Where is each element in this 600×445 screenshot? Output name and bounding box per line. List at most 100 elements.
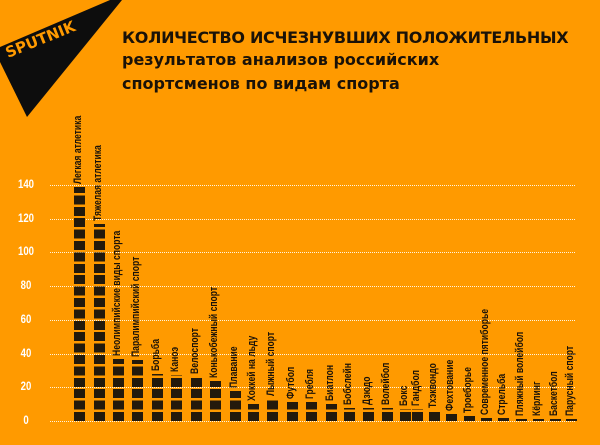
bar (229, 390, 241, 421)
bar-label: Волейбол (380, 350, 392, 404)
bar-label-text: Бобслейн (342, 362, 354, 405)
bar-label-text: Стрельба (496, 373, 508, 415)
gridline (50, 252, 575, 254)
bar-label-text: Дзюдо (361, 376, 373, 405)
bar-label-text: Тхэквондо (427, 362, 439, 408)
bar (305, 402, 317, 421)
bar (247, 404, 259, 421)
bar (362, 407, 374, 421)
bar-label: Каноэ (169, 340, 181, 372)
bar (73, 186, 85, 421)
bar (480, 417, 492, 421)
bar-label-text: Троеборье (462, 367, 474, 413)
bar-label-text: Каноэ (169, 347, 181, 373)
bar (151, 373, 163, 421)
bar-label: Лыжный спорт (265, 314, 277, 396)
bar-label: Бобслейн (342, 351, 354, 405)
bar-label: Легкая атлетика (72, 96, 84, 183)
bar-label: Современное пятиборье (479, 279, 491, 415)
bar-label: Борьба (150, 330, 162, 371)
title-line-3: спортсменов по видам спорта (122, 74, 400, 93)
bar (399, 409, 411, 421)
bar-label: Пляжный волейбол (514, 308, 526, 416)
bar-label: Фехтование (444, 346, 456, 412)
bar (325, 404, 337, 421)
bar-label-text: Борьба (150, 338, 162, 371)
title-line-2: результатов анализов российских (122, 50, 440, 69)
y-tick-label: 60 (20, 311, 32, 326)
bar-label: Баскетбол (548, 359, 560, 417)
bar-label: Биатлон (324, 355, 336, 401)
bar-label-text: Паралимпийский спорт (130, 257, 142, 358)
bar-label-text: Хоккей на льду (246, 335, 258, 402)
gridline (50, 353, 575, 355)
gridline (50, 218, 575, 220)
title-line-1: КОЛИЧЕСТВО ИСЧЕЗНУВШИХ ПОЛОЖИТЕЛЬНЫХ (122, 28, 569, 47)
bar (381, 407, 393, 421)
bar-label-text: Конькобежный спорт (208, 286, 220, 378)
bar (463, 415, 475, 421)
bar-label: Велоспорт (189, 315, 201, 374)
gridline (50, 286, 575, 288)
bar-label: Тхэквондо (427, 350, 439, 408)
bar (286, 402, 298, 421)
bar-label: Бокс (398, 380, 410, 406)
gridline (50, 319, 575, 321)
bar (549, 419, 561, 422)
bar-label-text: Гандбол (410, 370, 422, 407)
bar (565, 419, 577, 422)
bar-label: Паралимпийский спорт (130, 229, 142, 358)
bar (131, 360, 143, 421)
bar-label: Троеборье (462, 354, 474, 413)
y-tick-label: 80 (20, 278, 32, 293)
bar (209, 380, 221, 421)
bar-label: Неолимпийские виды спорта (111, 195, 123, 356)
bar-label: Гандбол (410, 360, 422, 406)
bar (445, 414, 457, 421)
bar-label-text: Пляжный волейбол (514, 332, 526, 417)
bar (343, 407, 355, 421)
gridline (50, 421, 575, 422)
bar-label-text: Тяжелая атлетика (92, 144, 104, 221)
bar-label: Дзюдо (361, 368, 373, 405)
bar-label: Парусный спорт (564, 326, 576, 416)
y-tick-label: 20 (20, 379, 32, 394)
bar-label: Хоккей на льду (246, 317, 258, 401)
bar-label-text: Гребля (304, 369, 316, 400)
bar-label: Футбол (285, 358, 297, 399)
bar (170, 375, 182, 421)
bar-label-text: Биатлон (324, 365, 336, 402)
gridline (50, 185, 575, 186)
bar-label-text: Футбол (285, 367, 297, 400)
bar-label-text: Волейбол (380, 362, 392, 405)
bar (93, 223, 105, 421)
bar-label-text: Парусный спорт (564, 346, 576, 417)
bar-label-text: Кёрлинг (531, 381, 543, 417)
y-tick-label: 40 (20, 345, 32, 360)
bar-label: Кёрлинг (531, 372, 543, 417)
bar-label: Гребля (304, 361, 316, 399)
bar-label-text: Современное пятиборье (479, 308, 491, 415)
bar (497, 417, 509, 421)
bar (428, 410, 440, 421)
bar-label: Тяжелая атлетика (92, 124, 104, 221)
y-tick-label: 0 (23, 413, 29, 427)
bar (190, 377, 202, 421)
bar (515, 419, 527, 422)
bar (112, 358, 124, 421)
y-tick-label: 120 (17, 210, 35, 225)
bar-label-text: Фехтование (444, 360, 456, 412)
bar (532, 419, 544, 422)
bar-label-text: Неолимпийские виды спорта (111, 230, 123, 356)
bar-label: Стрельба (496, 362, 508, 415)
bar-label-text: Лыжный спорт (265, 331, 277, 397)
bar-label: Конькобежный спорт (208, 261, 220, 378)
bar (266, 399, 278, 421)
bar-label-text: Баскетбол (548, 371, 560, 417)
bar-label-text: Бокс (398, 385, 410, 407)
gridline (50, 387, 575, 389)
bar-label: Плавание (228, 334, 240, 388)
sputnik-logo: SPUTNIK (0, 0, 122, 117)
y-tick-label: 100 (17, 244, 35, 259)
